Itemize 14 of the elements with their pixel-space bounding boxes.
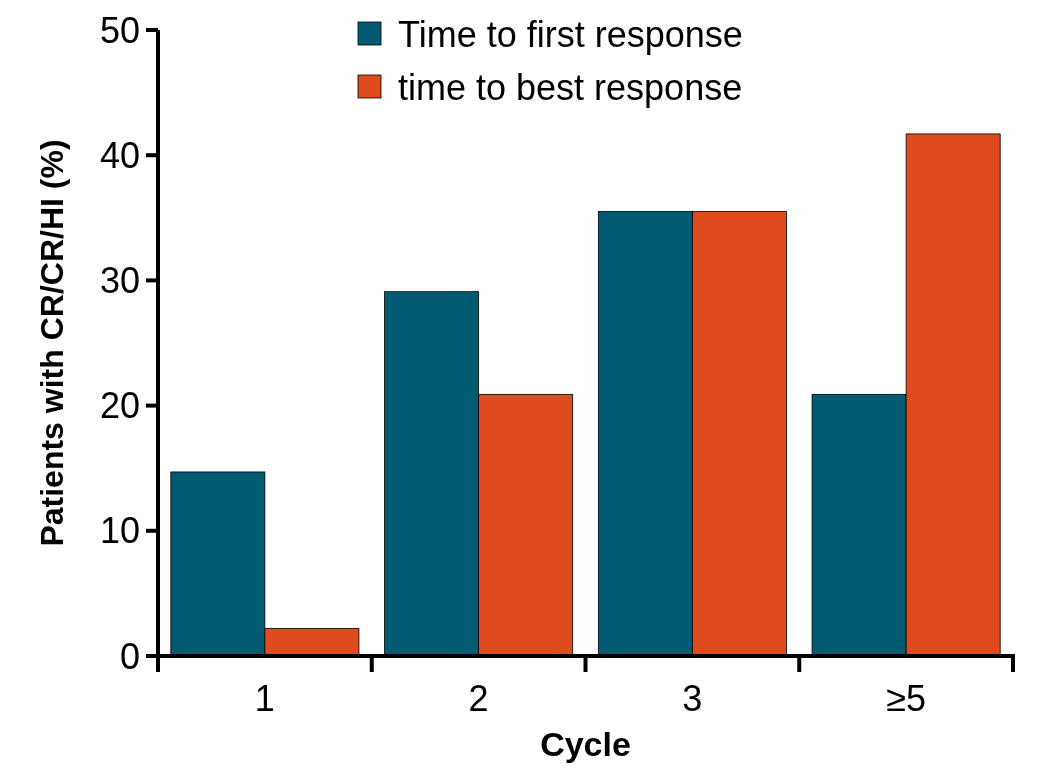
- y-tick-label: 20: [99, 385, 140, 427]
- y-tick-label: 10: [99, 510, 140, 552]
- y-axis-title: Patients with CR/CR/HI (%): [34, 139, 70, 547]
- legend-label: Time to first response: [398, 13, 743, 55]
- x-tick-label: 3: [682, 678, 703, 719]
- x-axis-title: Cycle: [540, 725, 631, 763]
- y-tick-label: 0: [119, 635, 140, 677]
- x-tick-label: 1: [254, 678, 275, 719]
- x-tick-label: 2: [468, 678, 489, 719]
- y-tick-label: 40: [99, 134, 140, 176]
- legend-label: time to best response: [398, 66, 743, 108]
- y-tick-label: 50: [99, 9, 140, 51]
- x-tick-label: ≥5: [886, 678, 927, 719]
- y-tick-label: 30: [99, 260, 140, 301]
